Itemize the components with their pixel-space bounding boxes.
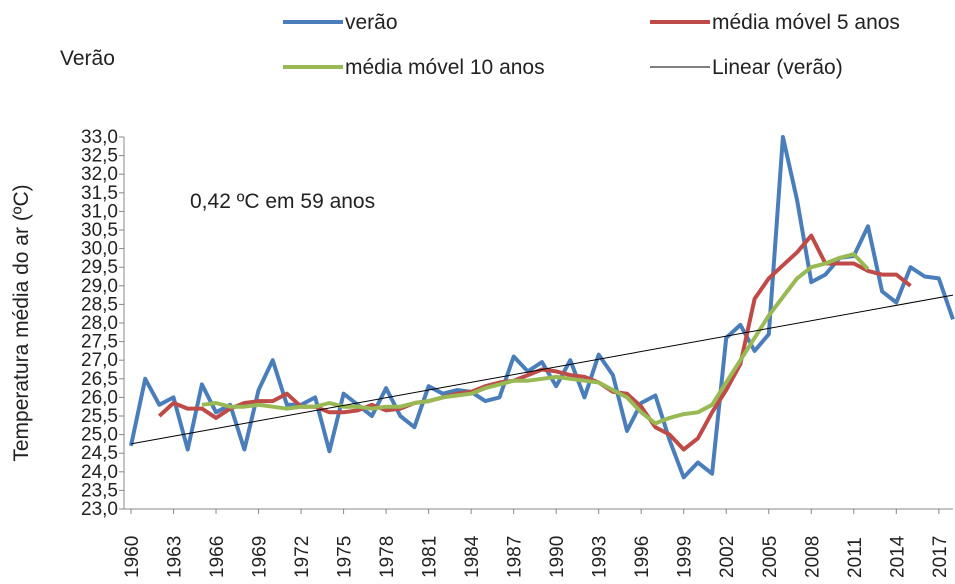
x-tick-label: 2002: [717, 536, 738, 578]
y-tick-label: 26,5: [81, 369, 118, 390]
x-tick-label: 1960: [122, 536, 143, 578]
y-tick-label: 32,5: [81, 146, 118, 167]
y-tick-label: 24,0: [81, 462, 118, 483]
chart-title: Verão: [60, 47, 115, 70]
x-tick-label: 1999: [675, 536, 696, 578]
x-tick-label: 1963: [165, 536, 186, 578]
y-tick-label: 25,0: [81, 425, 118, 446]
x-tick-label: 1975: [335, 536, 356, 578]
y-tick-label: 31,0: [81, 201, 118, 222]
y-tick-label: 30,5: [81, 220, 118, 241]
legend-label: Linear (verão): [712, 56, 843, 79]
x-tick-label: 2014: [887, 535, 908, 578]
y-tick-label: 29,0: [81, 276, 118, 297]
y-tick-label: 30,0: [81, 239, 118, 260]
y-tick-label: 23,0: [81, 499, 118, 520]
x-tick-label: 1978: [377, 536, 398, 578]
legend-label: média móvel 5 anos: [712, 11, 900, 34]
y-tick-label: 33,0: [81, 127, 118, 148]
series-line: [201, 252, 870, 426]
x-tick-label: 1966: [207, 536, 228, 578]
y-tick-label: 28,5: [81, 294, 118, 315]
x-tick-label: 1972: [292, 536, 313, 578]
legend-label: média móvel 10 anos: [345, 56, 545, 79]
y-tick-label: 25,5: [81, 406, 118, 427]
y-tick-label: 24,5: [81, 443, 118, 464]
y-axis-label: Temperatura média do ar (ºC): [10, 184, 33, 461]
x-tick-label: 2011: [845, 537, 866, 578]
x-tick-label: 1990: [547, 536, 568, 578]
x-tick-label: 1987: [505, 536, 526, 578]
x-tick-label: 2017: [930, 536, 951, 578]
y-tick-label: 27,0: [81, 350, 118, 371]
x-tick-label: 2008: [802, 536, 823, 578]
x-tick-label: 1981: [420, 536, 441, 578]
y-tick-label: 26,0: [81, 387, 118, 408]
y-tick-label: 31,5: [81, 183, 118, 204]
series-line: [157, 233, 912, 452]
y-tick-label: 27,5: [81, 332, 118, 353]
x-tick-label: 1993: [590, 536, 611, 578]
series-line: [129, 135, 955, 480]
y-tick-label: 32,0: [81, 164, 118, 185]
series-line: [130, 294, 954, 445]
x-tick-label: 1984: [462, 535, 483, 578]
y-tick-label: 29,5: [81, 257, 118, 278]
x-tick-label: 1996: [632, 536, 653, 578]
x-tick-label: 2005: [760, 536, 781, 578]
legend-label: verão: [345, 11, 398, 34]
x-tick-label: 1969: [250, 536, 271, 578]
annotation: 0,42 ºC em 59 anos: [190, 190, 375, 213]
y-tick-label: 23,5: [81, 480, 118, 501]
y-tick-label: 28,0: [81, 313, 118, 334]
